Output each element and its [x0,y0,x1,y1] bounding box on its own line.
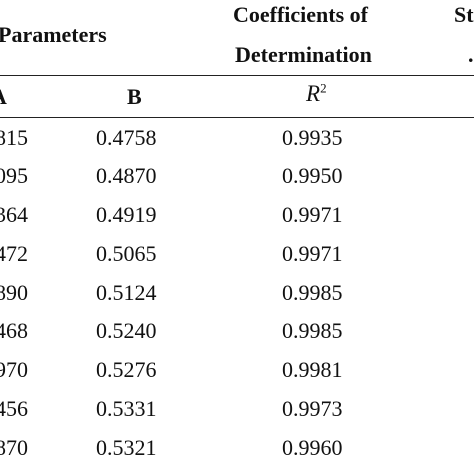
column-header-divider [0,117,474,118]
cell-r2: 0.9985 [282,280,343,305]
cell-b: 0.5276 [96,357,157,382]
cell-a: 095 [0,163,28,188]
cell-r2: 0.9981 [282,357,343,382]
cell-a: 890 [0,280,28,305]
cell-b: 0.4758 [96,125,157,150]
col-r2-header: R2 [306,81,327,107]
cell-b: 0.5331 [96,396,157,421]
cell-r2: 0.9950 [282,163,343,188]
cell-b: 0.4870 [96,163,157,188]
cell-a: 870 [0,435,28,460]
cell-r2: 0.9971 [282,241,343,266]
cell-a: 468 [0,318,28,343]
std-header-line2: . [468,42,474,67]
cell-b: 0.5240 [96,318,157,343]
r2-exponent: 2 [320,80,327,96]
cell-a: 815 [0,125,28,150]
parameters-header: Parameters [0,22,107,47]
cell-b: 0.5124 [96,280,157,305]
std-header-line1: St [454,2,474,27]
cell-a: 456 [0,396,28,421]
cell-r2: 0.9985 [282,318,343,343]
coefficients-header-line1: Coefficients of [233,2,369,27]
cell-r2: 0.9935 [282,125,343,150]
cell-a: 472 [0,241,28,266]
header-divider [0,75,474,76]
cell-r2: 0.9973 [282,396,343,421]
cell-r2: 0.9960 [282,435,343,460]
cell-b: 0.5321 [96,435,157,460]
r2-base: R [306,81,321,106]
cell-b: 0.5065 [96,241,157,266]
cell-a: 970 [0,357,28,382]
cell-b: 0.4919 [96,202,157,227]
cell-a: 364 [0,202,28,227]
col-b-header: B [127,84,142,109]
cell-r2: 0.9971 [282,202,343,227]
coefficients-header-line2: Determination [235,42,372,67]
col-a-header: A [0,84,7,110]
